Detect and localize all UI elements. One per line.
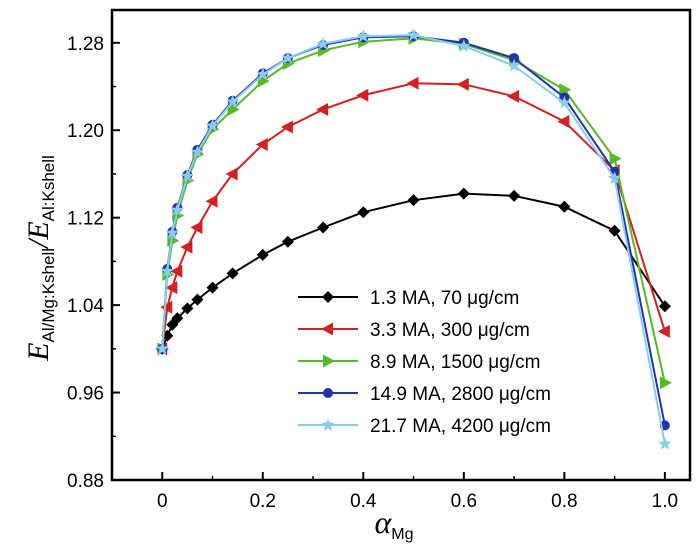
plot-frame <box>110 8 692 482</box>
data-point <box>225 94 240 108</box>
legend: 1.3 MA, 70 μg/cm 3.3 MA, 300 μg/cm 8.9 MA,… <box>298 288 551 437</box>
x-axis-label-sub: Mg <box>391 526 413 543</box>
ticks-layer: 0 0.2 0.4 0.6 0.8 1.0 0.88 0.96 1.04 1.12 1.20 1.28 <box>67 34 678 512</box>
data-point <box>608 224 621 237</box>
y-axis-label-num-main: E <box>22 342 55 361</box>
legend-item: 21.7 MA, 4200 μg/cm <box>298 416 551 437</box>
data-point <box>357 206 370 219</box>
data-point <box>456 77 469 91</box>
y-tick-label: 1.20 <box>67 121 104 142</box>
data-point <box>171 312 184 325</box>
x-tick-label: 0 <box>157 491 168 512</box>
legend-item: 1.3 MA, 70 μg/cm <box>298 288 519 309</box>
y-tick-label: 1.28 <box>67 34 104 55</box>
data-point <box>317 221 330 234</box>
y-tick-label: 1.12 <box>67 209 104 230</box>
data-point <box>457 187 470 200</box>
data-point <box>191 293 204 306</box>
data-point <box>507 58 521 72</box>
data-point <box>609 152 622 166</box>
data-point <box>509 53 520 64</box>
series-5 <box>155 28 672 450</box>
data-point <box>190 145 205 158</box>
legend-label: 8.9 MA, 1500 μg/cm <box>370 352 540 373</box>
series-1 <box>156 187 671 355</box>
x-tick-label: 0.4 <box>350 491 377 512</box>
data-point <box>165 225 179 239</box>
y-tick-label: 0.88 <box>67 471 104 492</box>
legend-label: 1.3 MA, 70 μg/cm <box>370 288 519 309</box>
data-point <box>256 248 269 261</box>
y-axis-label-num-sub: Al/Mg:Kshell <box>39 248 58 342</box>
data-point <box>180 169 195 182</box>
data-point <box>457 39 471 52</box>
legend-marker <box>321 322 333 336</box>
legend-label: 14.9 MA, 2800 μg/cm <box>370 384 551 405</box>
data-point <box>316 102 329 116</box>
x-tick-label: 1.0 <box>652 491 678 512</box>
legend-marker <box>323 354 335 368</box>
data-point <box>155 341 169 355</box>
y-axis-label-slash: / <box>22 237 55 250</box>
data-point <box>658 436 672 450</box>
data-point <box>659 376 672 390</box>
data-point <box>316 36 330 50</box>
legend-label: 3.3 MA, 300 μg/cm <box>370 320 530 341</box>
data-point <box>205 194 218 208</box>
data-point <box>657 324 670 338</box>
legend-item: 3.3 MA, 300 μg/cm <box>298 320 530 341</box>
x-tick-label: 0.8 <box>551 491 577 512</box>
x-tick-label: 0.6 <box>451 491 477 512</box>
data-point <box>281 235 294 248</box>
legend-item: 14.9 MA, 2800 μg/cm <box>298 384 551 405</box>
data-point <box>256 67 270 81</box>
data-point <box>190 221 203 235</box>
legend-item: 8.9 MA, 1500 μg/cm <box>298 352 540 373</box>
data-point <box>206 281 219 294</box>
series-line <box>161 34 666 445</box>
data-point <box>280 120 293 134</box>
series-layer <box>155 28 672 450</box>
y-axis-label-den-main: E <box>22 221 55 240</box>
data-point <box>281 51 295 64</box>
data-point <box>406 28 421 41</box>
data-point <box>160 300 173 314</box>
data-point <box>558 200 571 213</box>
legend-marker <box>323 388 333 398</box>
data-point <box>557 95 572 109</box>
y-axis-label: EAl/Mg:Kshell/EAl:Kshell <box>22 155 58 362</box>
y-tick-label: 1.04 <box>67 296 104 317</box>
x-axis-label-main: α <box>374 504 392 540</box>
data-point <box>658 300 671 313</box>
x-axis-label: αMg <box>374 504 413 543</box>
data-point <box>557 114 570 128</box>
x-tick-label: 0.2 <box>250 491 276 512</box>
data-point <box>165 281 178 295</box>
data-point <box>406 76 419 90</box>
data-point <box>205 118 220 132</box>
data-point <box>170 264 183 278</box>
data-point <box>160 264 174 277</box>
y-tick-label: 0.96 <box>67 384 104 405</box>
data-point <box>170 203 184 216</box>
data-point <box>226 267 239 280</box>
data-point <box>508 189 521 202</box>
legend-label: 21.7 MA, 4200 μg/cm <box>370 416 551 437</box>
legend-marker <box>322 291 334 303</box>
data-point <box>225 167 238 181</box>
data-point <box>255 137 268 151</box>
data-point <box>180 240 193 254</box>
data-point <box>356 29 370 42</box>
y-axis-label-den-sub: Al:Kshell <box>39 155 58 221</box>
data-point <box>507 89 520 103</box>
data-point <box>607 171 622 184</box>
data-point <box>407 194 420 207</box>
data-point <box>356 88 369 102</box>
data-point <box>181 302 194 315</box>
data-point <box>227 102 240 116</box>
legend-marker <box>321 418 335 431</box>
